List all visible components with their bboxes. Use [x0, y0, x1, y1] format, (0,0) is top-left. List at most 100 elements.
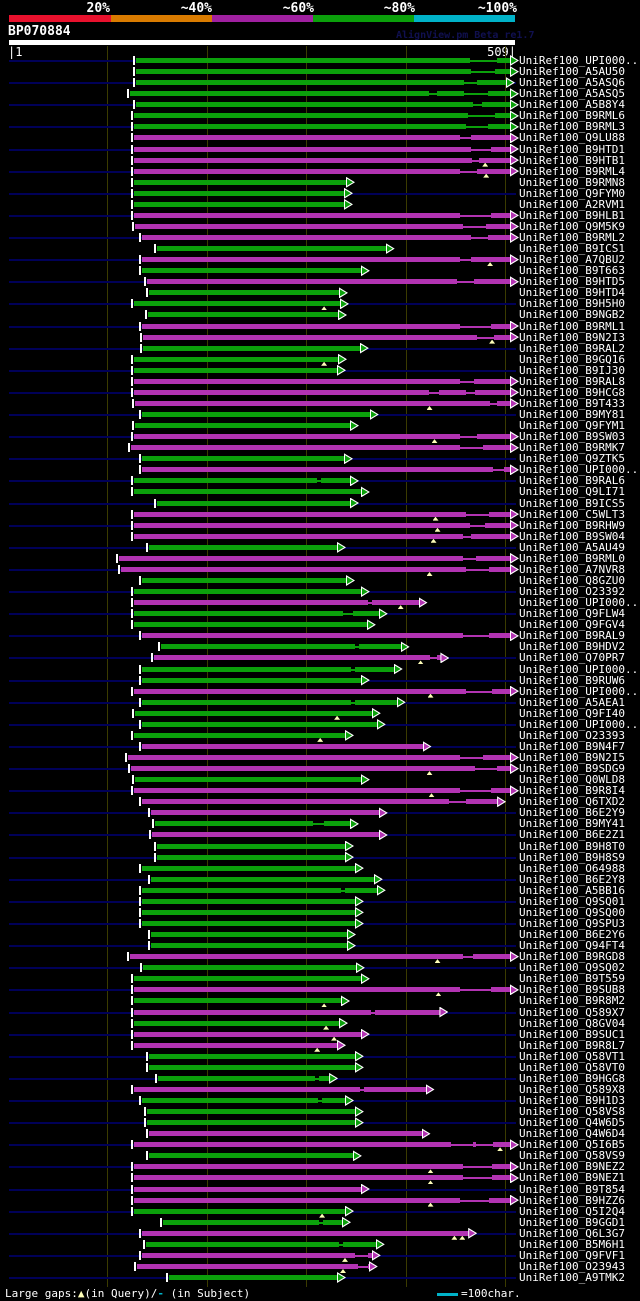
- alignment-bar: [134, 533, 511, 539]
- alignment-start-tick: [131, 210, 134, 220]
- alignment-end-arrow-fill: [339, 355, 345, 363]
- alignment-start-tick: [131, 1007, 134, 1017]
- subject-gap-span: [466, 688, 493, 694]
- alignment-start-tick: [160, 1217, 163, 1227]
- hit-label: UniRef100_B6E2Y6: [519, 928, 625, 942]
- alignment-end-arrow-fill: [351, 477, 357, 485]
- subject-gap-line: [460, 757, 484, 760]
- subject-gap-line: [466, 391, 476, 394]
- alignment-bar: [134, 378, 511, 384]
- alignment-bar: [142, 633, 511, 639]
- subject-gap-span: [464, 91, 489, 97]
- hit-label: UniRef100_Q9ZTK5: [519, 452, 625, 466]
- hit-label: UniRef100_Q58VS8: [519, 1105, 625, 1119]
- alignment-bar: [134, 1186, 362, 1192]
- alignment-end-arrow-fill: [511, 278, 517, 286]
- alignment-start-tick: [131, 1206, 134, 1216]
- scale-line-label: =100char.: [461, 1287, 521, 1300]
- hit-label: UniRef100_B9R8I4: [519, 784, 625, 798]
- alignment-bar: [147, 1109, 356, 1115]
- hit-label: UniRef100_A5ASQ6: [519, 76, 625, 90]
- subject-gap-span: [430, 655, 438, 661]
- alignment-end-arrow-fill: [351, 422, 357, 430]
- alignment-bar: [142, 578, 347, 583]
- alignment-end-arrow-fill: [346, 853, 352, 861]
- alignment-end-arrow-fill: [511, 521, 517, 529]
- alignment-start-tick: [131, 1040, 134, 1050]
- subject-gap-line: [315, 1077, 320, 1080]
- subject-gap-line: [477, 336, 495, 339]
- subject-gap-span: [429, 389, 440, 395]
- hit-label: UniRef100_B5M6H1: [519, 1237, 625, 1251]
- alignment-start-tick: [166, 1273, 168, 1283]
- alignment-end-arrow-fill: [367, 621, 374, 629]
- hit-label: UniRef100_B9RAL9: [519, 629, 625, 643]
- alignment-start-tick: [139, 255, 142, 265]
- alignment-bar: [134, 1197, 511, 1203]
- query-gap-marker-icon: [319, 1213, 326, 1218]
- subject-gap-span: [429, 91, 438, 97]
- alignment-end-arrow-fill: [511, 765, 517, 773]
- hit-label: UniRef100_B9NGB2: [519, 308, 625, 322]
- alignment-start-tick: [139, 454, 142, 464]
- alignment-start-tick: [145, 310, 148, 320]
- alignment-start-tick: [132, 775, 135, 785]
- alignment-start-tick: [139, 918, 142, 928]
- subject-gap-span: [350, 699, 355, 705]
- subject-gap-span: [319, 1219, 324, 1225]
- alignment-end-arrow-fill: [511, 377, 517, 385]
- grid-line: [107, 46, 109, 1287]
- hit-label: UniRef100_B6E2Z1: [519, 828, 625, 842]
- alignment-end-arrow-fill: [348, 942, 354, 950]
- subject-gap-line: [460, 790, 492, 793]
- alignment-bar: [142, 909, 356, 915]
- alignment-end-arrow-fill: [361, 975, 368, 983]
- alignment-start-tick: [148, 808, 151, 818]
- subject-gap-line: [457, 281, 475, 284]
- alignment-start-tick: [131, 188, 134, 198]
- subject-gap-line: [463, 956, 474, 959]
- subject-gap-line: [493, 469, 504, 472]
- hit-label: UniRef100_Q70PR7: [519, 651, 625, 665]
- alignment-end-arrow-fill: [422, 1130, 429, 1138]
- query-gap-marker-icon: [417, 660, 424, 665]
- hit-label: UniRef100_B9RUW6: [519, 673, 625, 687]
- alignment-bar: [149, 1064, 356, 1070]
- alignment-end-arrow-fill: [379, 831, 386, 839]
- hit-label: UniRef100_A5AU49: [519, 540, 625, 554]
- hit-label: UniRef100_Q9FYM0: [519, 186, 625, 200]
- alignment-end-arrow-fill: [355, 897, 362, 905]
- alignment-bar: [128, 755, 511, 761]
- alignment-start-tick: [131, 1018, 134, 1028]
- alignment-end-arrow-fill: [361, 588, 368, 596]
- alignment-start-tick: [131, 387, 134, 397]
- hit-label: UniRef100_B9SW04: [519, 529, 625, 543]
- alignment-end-arrow-fill: [355, 1108, 362, 1116]
- hit-label: UniRef100_B9H8S9: [519, 850, 625, 864]
- hit-label: UniRef100_UPI000..: [519, 596, 639, 610]
- alignment-start-tick: [139, 631, 142, 641]
- hit-label: UniRef100_Q58VT0: [519, 1060, 625, 1074]
- hit-label: UniRef100_Q5I2Q4: [519, 1204, 625, 1218]
- alignment-start-tick: [139, 1250, 142, 1260]
- alignment-start-tick: [131, 686, 134, 696]
- alignment-start-tick: [154, 852, 157, 862]
- alignment-start-tick: [146, 542, 149, 552]
- alignment-start-tick: [133, 78, 136, 88]
- alignment-bar: [142, 666, 395, 672]
- subject-gap-span: [460, 212, 492, 218]
- alignment-bar: [134, 1020, 341, 1026]
- alignment-end-arrow-fill: [511, 565, 517, 573]
- hit-label: UniRef100_B9NEZ2: [519, 1160, 625, 1174]
- alignment-end-arrow-fill: [426, 1085, 433, 1093]
- hit-label: UniRef100_B9RML6: [519, 109, 625, 123]
- alignment-end-arrow-fill: [511, 145, 517, 153]
- hit-label: UniRef100_Q5I6B5: [519, 1138, 625, 1152]
- alignment-start-tick: [131, 587, 134, 597]
- alignment-end-arrow-fill: [361, 1185, 368, 1193]
- subject-gap-span: [477, 334, 495, 340]
- alignment-bar: [134, 146, 511, 152]
- query-gap-marker-icon: [314, 1047, 321, 1052]
- alignment-start-tick: [131, 155, 134, 165]
- alignment-start-tick: [139, 896, 142, 906]
